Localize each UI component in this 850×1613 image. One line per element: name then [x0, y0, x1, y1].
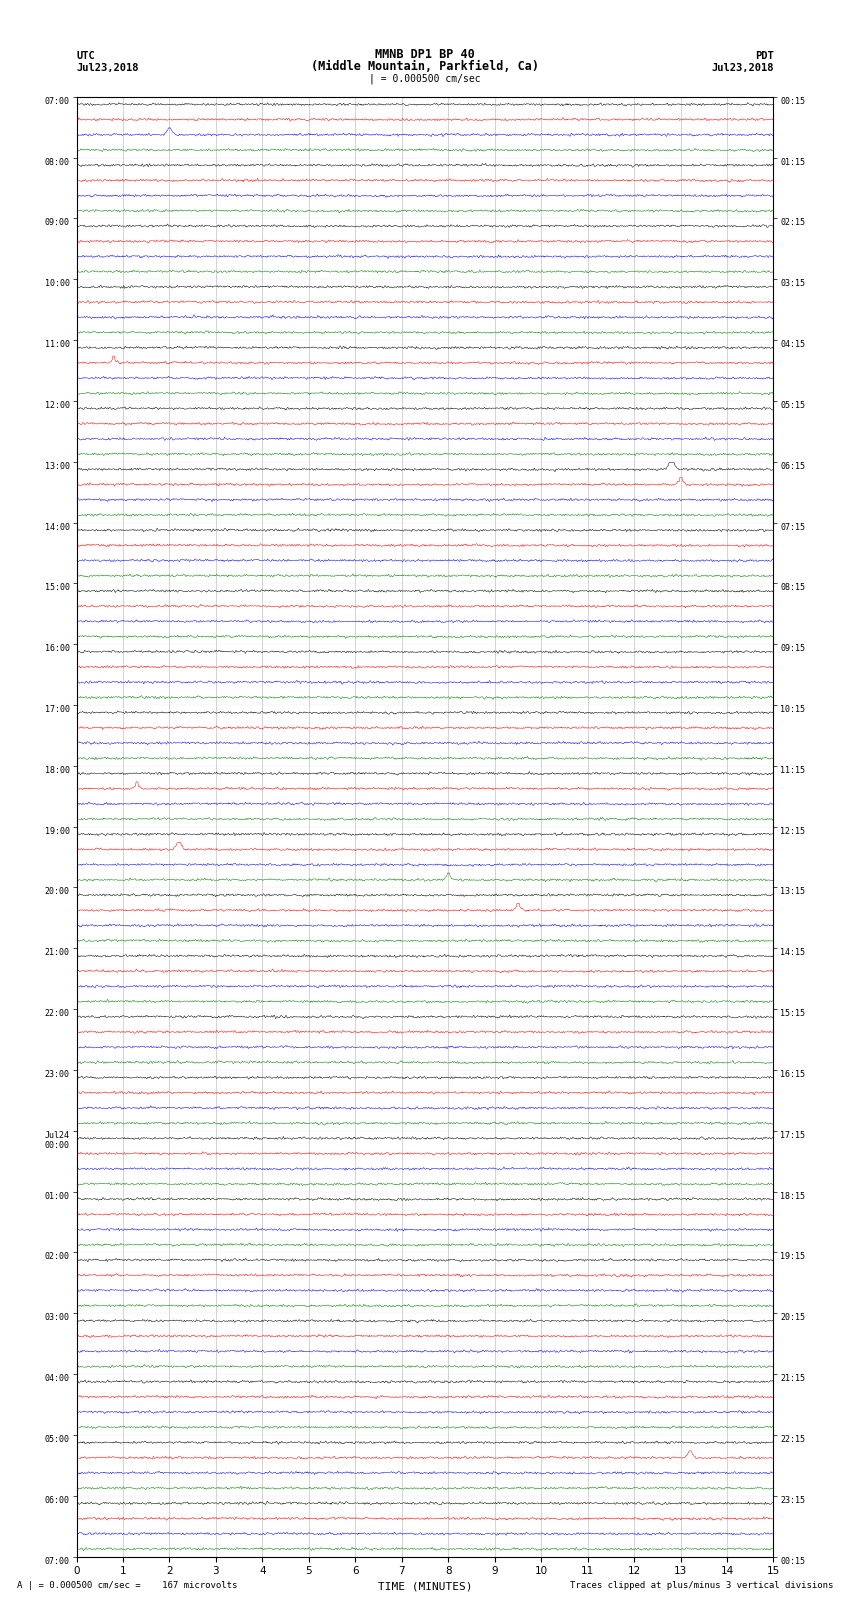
X-axis label: TIME (MINUTES): TIME (MINUTES) — [377, 1582, 473, 1592]
Text: Traces clipped at plus/minus 3 vertical divisions: Traces clipped at plus/minus 3 vertical … — [570, 1581, 833, 1590]
Text: A | = 0.000500 cm/sec =    167 microvolts: A | = 0.000500 cm/sec = 167 microvolts — [17, 1581, 237, 1590]
Text: Jul23,2018: Jul23,2018 — [76, 63, 139, 73]
Text: Jul23,2018: Jul23,2018 — [711, 63, 774, 73]
Text: | = 0.000500 cm/sec: | = 0.000500 cm/sec — [369, 73, 481, 84]
Text: (Middle Mountain, Parkfield, Ca): (Middle Mountain, Parkfield, Ca) — [311, 60, 539, 73]
Text: UTC: UTC — [76, 52, 95, 61]
Text: PDT: PDT — [755, 52, 774, 61]
Text: MMNB DP1 BP 40: MMNB DP1 BP 40 — [375, 48, 475, 61]
